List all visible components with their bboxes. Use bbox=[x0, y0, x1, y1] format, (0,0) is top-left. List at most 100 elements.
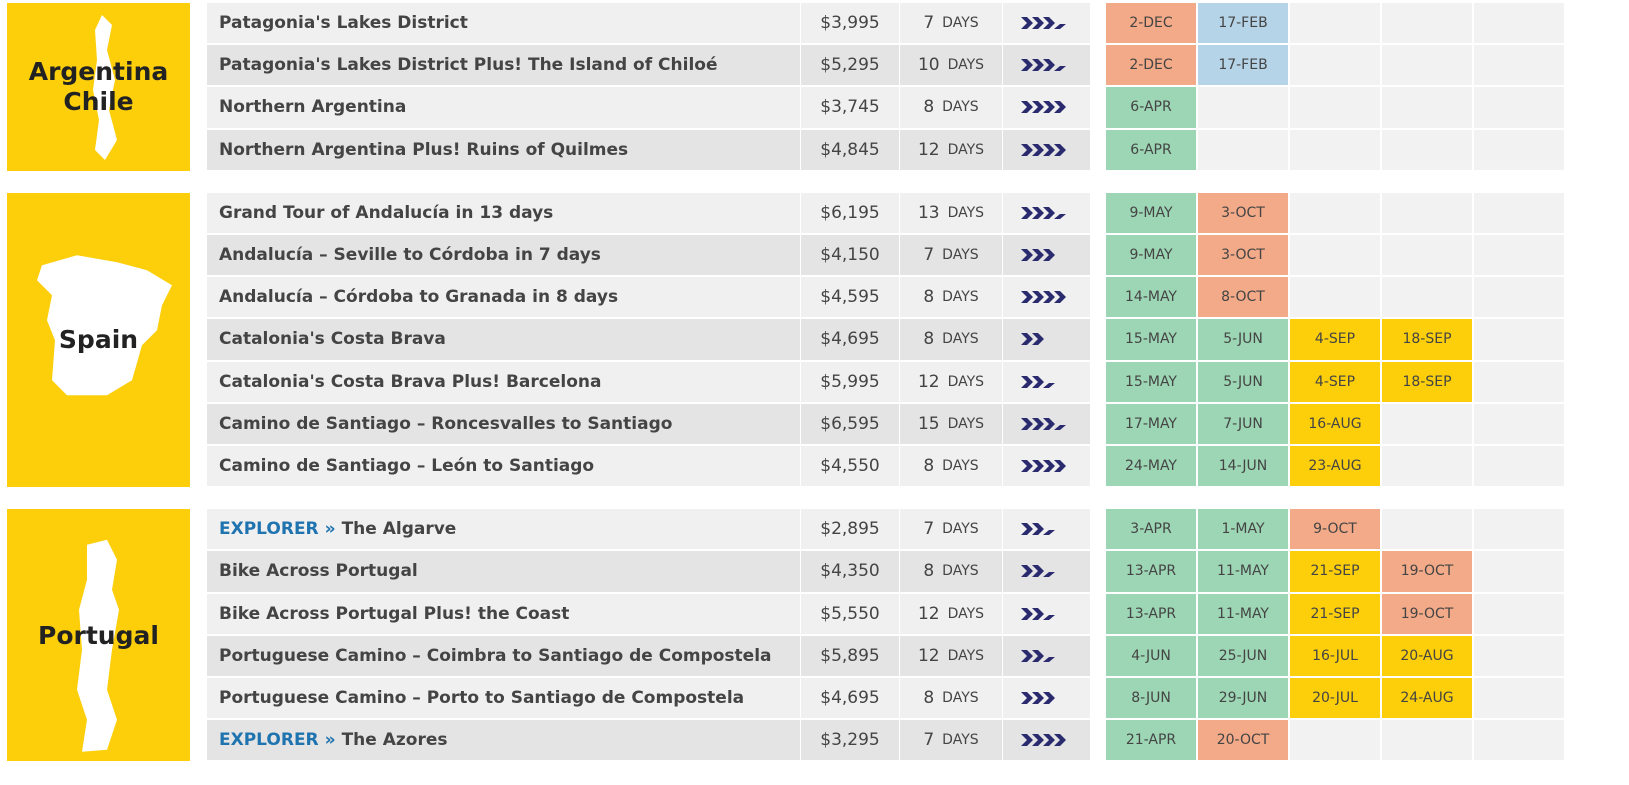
chevron bbox=[1032, 692, 1044, 704]
duration: 8 DAYS bbox=[900, 678, 1002, 719]
chevron bbox=[1043, 734, 1055, 747]
empty-date bbox=[1290, 45, 1380, 86]
departure-date: 3-OCT bbox=[1198, 235, 1288, 276]
departure-date: 16-JUL bbox=[1290, 635, 1380, 676]
region-label: Portugal bbox=[7, 621, 190, 651]
days-unit: DAYS bbox=[942, 458, 979, 475]
half-chevron bbox=[1054, 213, 1066, 219]
departure-date: 16-AUG bbox=[1290, 403, 1380, 444]
duration: 10 DAYS bbox=[900, 45, 1002, 86]
chevron bbox=[1043, 417, 1055, 430]
chevron bbox=[1021, 333, 1033, 346]
duration: 7 DAYS bbox=[900, 235, 1002, 276]
duration: 8 DAYS bbox=[900, 277, 1002, 318]
duration: 12 DAYS bbox=[900, 635, 1002, 676]
activity-cell bbox=[1003, 678, 1090, 719]
empty-date bbox=[1290, 192, 1380, 233]
departure-date: 1-MAY bbox=[1198, 509, 1288, 550]
empty-date bbox=[1382, 403, 1472, 444]
days-number: 7 bbox=[923, 519, 935, 540]
days-number: 12 bbox=[917, 645, 940, 666]
departure-date: 23-AUG bbox=[1290, 446, 1380, 487]
tour-title: Bike Across Portugal Plus! the Coast bbox=[219, 603, 570, 624]
chevron bbox=[1021, 59, 1033, 72]
price: $4,695 bbox=[801, 319, 899, 360]
departure-date: 21-SEP bbox=[1290, 551, 1380, 592]
chevron bbox=[1021, 460, 1033, 472]
empty-date bbox=[1474, 3, 1564, 44]
activity-cell bbox=[1003, 635, 1090, 676]
chevron bbox=[1043, 101, 1055, 114]
chevron bbox=[1043, 17, 1055, 29]
empty-date bbox=[1382, 235, 1472, 276]
region-panel: Argentina Chile bbox=[7, 3, 190, 171]
tour-title: Grand Tour of Andalucía in 13 days bbox=[219, 202, 554, 223]
departure-date: 19-OCT bbox=[1382, 551, 1472, 592]
tour-name: Andalucía – Córdoba to Granada in 8 days bbox=[207, 277, 800, 318]
empty-date bbox=[1382, 45, 1472, 86]
duration: 7 DAYS bbox=[900, 720, 1002, 761]
days-unit: DAYS bbox=[947, 204, 985, 221]
chevron bbox=[1021, 417, 1033, 430]
activity-level bbox=[1021, 565, 1055, 578]
tour-name: Bike Across Portugal Plus! the Coast bbox=[207, 593, 800, 634]
days-number: 7 bbox=[923, 245, 935, 266]
activity-cell bbox=[1003, 509, 1090, 550]
activity-level bbox=[1021, 417, 1066, 430]
tour-title: Catalonia's Costa Brava Plus! Barcelona bbox=[219, 371, 602, 392]
price: $4,550 bbox=[801, 446, 899, 487]
departure-date: 13-APR bbox=[1106, 551, 1196, 592]
departure-date: 18-SEP bbox=[1382, 361, 1472, 402]
days-number: 7 bbox=[923, 13, 935, 34]
chevron bbox=[1054, 101, 1066, 114]
departure-date: 8-OCT bbox=[1198, 277, 1288, 318]
empty-date bbox=[1290, 235, 1380, 276]
departure-date: 6-APR bbox=[1106, 129, 1196, 170]
departure-date: 14-JUN bbox=[1198, 446, 1288, 487]
activity-cell bbox=[1003, 593, 1090, 634]
tour-name: Patagonia's Lakes District bbox=[207, 3, 800, 44]
activity-cell bbox=[1003, 361, 1090, 402]
price: $2,895 bbox=[801, 509, 899, 550]
departure-date: 19-OCT bbox=[1382, 593, 1472, 634]
activity-cell bbox=[1003, 129, 1090, 170]
activity-level bbox=[1021, 59, 1066, 72]
empty-date bbox=[1382, 720, 1472, 761]
empty-date bbox=[1474, 361, 1564, 402]
price: $5,995 bbox=[801, 361, 899, 402]
half-chevron bbox=[1043, 382, 1055, 388]
departure-date: 17-MAY bbox=[1106, 403, 1196, 444]
activity-level bbox=[1021, 692, 1055, 704]
half-chevron bbox=[1054, 66, 1066, 72]
explorer-prefix: EXPLORER » bbox=[219, 519, 336, 540]
days-number: 8 bbox=[923, 688, 935, 709]
departure-date: 17-FEB bbox=[1198, 45, 1288, 86]
departure-date: 4-JUN bbox=[1106, 635, 1196, 676]
empty-date bbox=[1474, 509, 1564, 550]
price: $6,595 bbox=[801, 403, 899, 444]
chevron bbox=[1032, 101, 1044, 114]
chevron bbox=[1054, 734, 1066, 747]
region-line: Chile bbox=[63, 87, 134, 117]
price: $3,295 bbox=[801, 720, 899, 761]
chevron bbox=[1032, 460, 1044, 472]
half-chevron bbox=[1043, 656, 1055, 662]
days-number: 12 bbox=[917, 603, 940, 624]
empty-date bbox=[1474, 551, 1564, 592]
departure-date: 5-JUN bbox=[1198, 319, 1288, 360]
tour-title: Northern Argentina bbox=[219, 97, 407, 118]
departure-date: 9-MAY bbox=[1106, 192, 1196, 233]
empty-date bbox=[1474, 403, 1564, 444]
empty-date bbox=[1474, 446, 1564, 487]
empty-date bbox=[1382, 87, 1472, 128]
departure-date: 25-JUN bbox=[1198, 635, 1288, 676]
price: $3,995 bbox=[801, 3, 899, 44]
chevron bbox=[1032, 417, 1044, 430]
chevron bbox=[1054, 291, 1066, 304]
tour-name: Portuguese Camino – Porto to Santiago de… bbox=[207, 678, 800, 719]
tour-title: Northern Argentina Plus! Ruins of Quilme… bbox=[219, 139, 629, 160]
days-unit: DAYS bbox=[947, 647, 985, 664]
days-unit: DAYS bbox=[942, 732, 979, 749]
tour-title: Patagonia's Lakes District bbox=[219, 13, 468, 34]
